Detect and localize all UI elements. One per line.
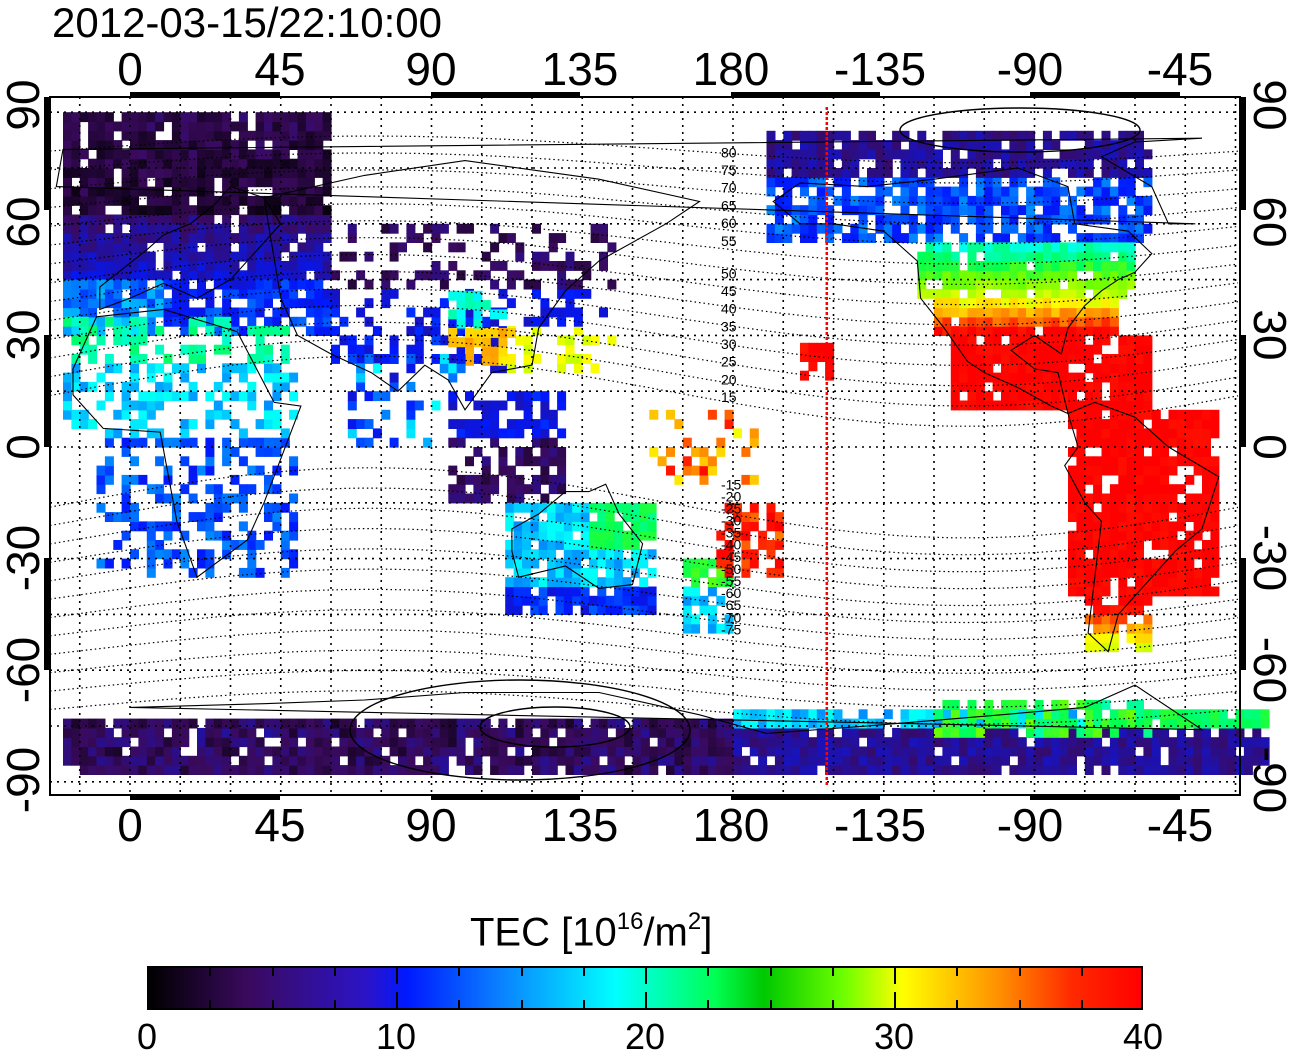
left-lat-tick: -90: [0, 746, 49, 814]
bottom-lon-tick: -45: [1146, 799, 1214, 851]
contour-label: -60: [721, 585, 741, 601]
colorbar-minor-tick: [458, 966, 461, 976]
colorbar-minor-tick: [271, 966, 274, 976]
top-lon-tick: 0: [117, 43, 143, 95]
top-lon-tick: -135: [833, 43, 927, 95]
bottom-lon-tick: -90: [996, 799, 1064, 851]
top-lon-tick: -90: [996, 43, 1064, 95]
colorbar-minor-tick: [831, 966, 834, 976]
colorbar-minor-tick: [582, 966, 585, 976]
colorbar-minor-tick: [209, 1000, 212, 1010]
contour-label: 25: [721, 354, 737, 370]
colorbar-minor-tick: [1018, 966, 1021, 976]
contour-label: -15: [721, 476, 741, 492]
bottom-lon-tick: 135: [541, 799, 619, 851]
colorbar-minor-tick: [333, 1000, 336, 1010]
top-lon-tick: 45: [254, 43, 306, 95]
contour-label: -55: [721, 573, 741, 589]
contour-label: -25: [721, 501, 741, 517]
colorbar-minor-tick: [1080, 966, 1083, 976]
colorbar-minor-tick: [707, 966, 710, 976]
contour-label: -45: [721, 549, 741, 565]
bottom-lon-tick: -135: [833, 799, 927, 851]
contour-label: 35: [721, 318, 737, 334]
coastlines: [55, 137, 1220, 734]
bottom-lon-tick: 45: [254, 799, 306, 851]
colorbar-title: TEC [1016/m2]: [470, 908, 713, 955]
colorbar-minor-tick: [582, 1000, 585, 1010]
contour-label: 65: [721, 197, 737, 213]
colorbar-tick-label: 0: [136, 1016, 158, 1057]
colorbar-minor-tick: [831, 1000, 834, 1010]
top-lon-tick: 180: [692, 43, 770, 95]
colorbar-tick-label: 10: [375, 1016, 417, 1057]
colorbar-minor-tick: [645, 992, 647, 1010]
contour-label: 70: [721, 180, 737, 196]
bottom-lon-tick: 180: [692, 799, 770, 851]
contour-label: -40: [721, 537, 741, 553]
map-title: 2012-03-15/22:10:00: [52, 0, 442, 46]
contour-label: 60: [721, 215, 737, 231]
contour-label: -30: [721, 513, 741, 529]
colorbar-minor-tick: [894, 966, 896, 984]
colorbar-minor-tick: [894, 992, 896, 1010]
contour-label: 75: [721, 162, 737, 178]
contour-label: -35: [721, 525, 741, 541]
colorbar-minor-tick: [1018, 1000, 1021, 1010]
bottom-lon-tick: 0: [117, 799, 143, 851]
colorbar-minor-tick: [645, 966, 647, 984]
colorbar-minor-tick: [333, 966, 336, 976]
colorbar-minor-tick: [769, 1000, 772, 1010]
top-lon-tick: 135: [541, 43, 619, 95]
colorbar-tick-label: 20: [624, 1016, 666, 1057]
map-grid: [50, 97, 1240, 795]
contour-label: 15: [721, 389, 737, 405]
contour-label: 45: [721, 283, 737, 299]
colorbar-tick-label: 30: [873, 1016, 915, 1057]
contour-label: 50: [721, 265, 737, 281]
colorbar-minor-tick: [396, 966, 398, 984]
colorbar-minor-tick: [1080, 1000, 1083, 1010]
contour-label: -70: [721, 609, 741, 625]
bottom-lon-tick: 90: [405, 799, 457, 851]
right-lat-tick: -90: [1244, 746, 1292, 814]
contour-label: -20: [721, 488, 741, 504]
colorbar-minor-tick: [396, 992, 398, 1010]
top-lon-tick: -45: [1146, 43, 1214, 95]
colorbar-minor-tick: [271, 1000, 274, 1010]
colorbar-minor-tick: [520, 966, 523, 976]
colorbar-minor-tick: [209, 966, 212, 976]
colorbar-minor-tick: [707, 1000, 710, 1010]
contour-label: 80: [721, 144, 737, 160]
contour-label: 30: [721, 336, 737, 352]
colorbar-minor-tick: [956, 1000, 959, 1010]
contour-label: -50: [721, 561, 741, 577]
contour-label: -75: [721, 621, 741, 637]
colorbar-minor-tick: [520, 1000, 523, 1010]
contour-label: 40: [721, 301, 737, 317]
contour-label: -65: [721, 597, 741, 613]
colorbar-tick-label: 40: [1122, 1016, 1164, 1057]
contour-label: 55: [721, 233, 737, 249]
colorbar-minor-tick: [458, 1000, 461, 1010]
colorbar-minor-tick: [769, 966, 772, 976]
contour-label: 20: [721, 371, 737, 387]
tec-data-cells: [63, 112, 1270, 775]
colorbar-minor-tick: [956, 966, 959, 976]
top-lon-tick: 90: [405, 43, 457, 95]
